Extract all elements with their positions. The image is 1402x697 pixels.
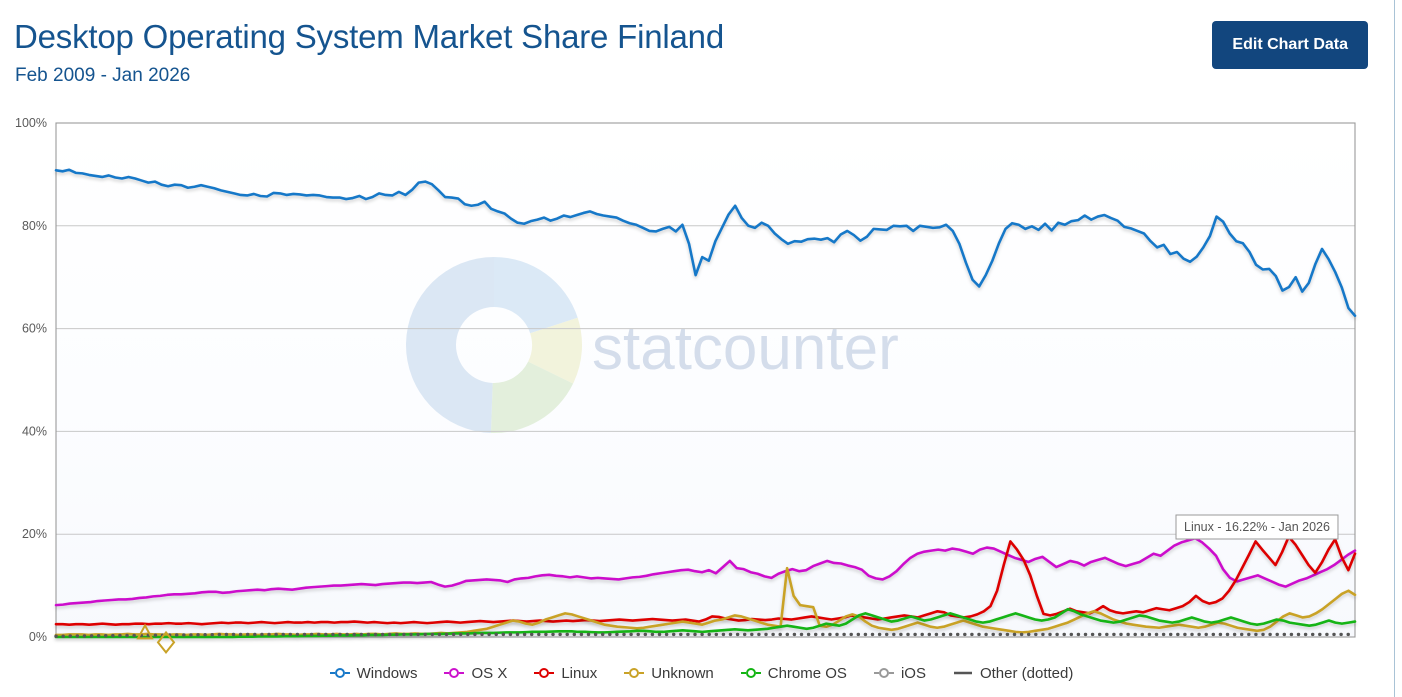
legend-circle-icon bbox=[444, 668, 465, 678]
legend-label: Other (dotted) bbox=[979, 664, 1074, 682]
statcounter-watermark: statcounter bbox=[406, 257, 899, 433]
unknown-point-marker bbox=[156, 630, 176, 655]
legend-item-other-dotted[interactable]: Other (dotted) bbox=[952, 665, 1073, 682]
chart-legend: Windows OS X Linux Unknown Chrome OS iOS Other… bbox=[0, 656, 1402, 690]
series-lines bbox=[54, 168, 1357, 639]
legend-item-linux[interactable]: Linux bbox=[533, 665, 597, 682]
y-axis-ticks: 0% 20% 40% 60% 80% 100% bbox=[15, 116, 47, 644]
legend-item-os-x[interactable]: OS X bbox=[443, 665, 507, 682]
legend-label: OS X bbox=[471, 664, 508, 682]
legend-label: Chrome OS bbox=[767, 664, 847, 682]
line-chart[interactable]: statcounter 0% 20% 40% 60% 80% 100% Linux - 1… bbox=[0, 108, 1402, 668]
y-tick-label: 40% bbox=[22, 424, 47, 438]
page-right-border bbox=[1394, 0, 1395, 697]
page-title: Desktop Operating System Market Share Fi… bbox=[14, 18, 724, 55]
y-tick-label: 100% bbox=[15, 116, 47, 130]
y-tick-label: 60% bbox=[22, 322, 47, 336]
date-range-subtitle: Feb 2009 - Jan 2026 bbox=[15, 65, 191, 86]
series-line-unknown[interactable] bbox=[54, 566, 1357, 637]
legend-item-unknown[interactable]: Unknown bbox=[623, 665, 714, 682]
data-point-markers bbox=[136, 623, 176, 655]
legend-circle-icon bbox=[740, 668, 761, 678]
y-tick-label: 0% bbox=[29, 630, 47, 644]
legend-label: iOS bbox=[900, 664, 926, 682]
tooltip-label: Linux - 16.22% - Jan 2026 bbox=[1184, 520, 1330, 534]
plot-background bbox=[56, 123, 1355, 637]
legend-circle-icon bbox=[329, 668, 350, 678]
legend-circle-icon bbox=[534, 668, 555, 678]
legend-circle-icon bbox=[873, 668, 894, 678]
chart-header: Desktop Operating System Market Share Fi… bbox=[0, 0, 1402, 110]
y-tick-label: 20% bbox=[22, 527, 47, 541]
svg-text:statcounter: statcounter bbox=[592, 314, 899, 383]
legend-item-chrome-os[interactable]: Chrome OS bbox=[740, 665, 847, 682]
chart-area: statcounter 0% 20% 40% 60% 80% 100% Linux - 1… bbox=[0, 108, 1402, 668]
y-tick-label: 80% bbox=[22, 219, 47, 233]
series-line-windows[interactable] bbox=[54, 168, 1357, 318]
series-line-linux[interactable] bbox=[54, 535, 1357, 626]
edit-chart-data-button[interactable]: Edit Chart Data bbox=[1212, 21, 1368, 69]
tooltip: Linux - 16.22% - Jan 2026 bbox=[1175, 514, 1339, 540]
unknown-point-marker bbox=[136, 623, 154, 640]
legend-dash-icon bbox=[953, 671, 972, 675]
legend-label: Windows bbox=[356, 664, 418, 682]
series-line-os-x[interactable] bbox=[54, 537, 1357, 607]
legend-label: Linux bbox=[561, 664, 598, 682]
tooltip-box bbox=[1175, 514, 1339, 540]
legend-circle-icon bbox=[624, 668, 645, 678]
legend-item-ios[interactable]: iOS bbox=[873, 665, 926, 682]
legend-item-windows[interactable]: Windows bbox=[329, 664, 418, 682]
gridlines bbox=[56, 225, 1355, 535]
legend-label: Unknown bbox=[651, 664, 714, 682]
